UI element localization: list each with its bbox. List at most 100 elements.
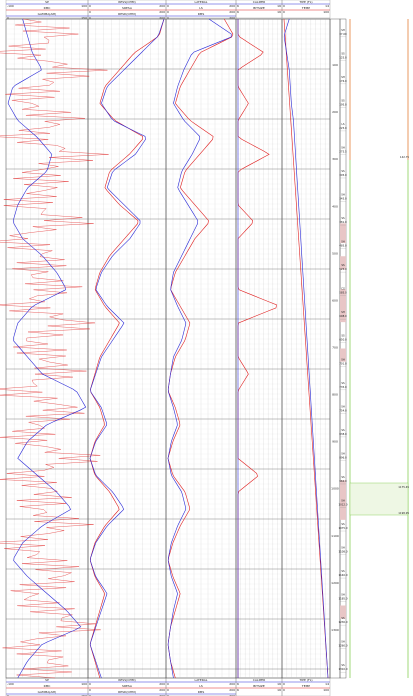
header-curve-right: 200 [229,10,235,14]
header-curve-left: 6 [237,682,239,686]
lith-label: SH [341,28,345,32]
depth-tick-label: 500 [332,251,338,255]
header-curve-right: 14 [325,4,329,8]
lith-label: SS [341,98,345,102]
lith-label: SS [341,616,345,620]
lith-label: SH [341,357,345,361]
header-curve-right: 16 [277,10,281,14]
header-curve-name: SP [45,0,49,4]
log-curves [0,18,329,679]
lith-label: SH [341,75,345,79]
zone-green-label: 1198.95 [398,511,409,515]
header-curve-left: -100 [7,4,14,8]
depth-tick-label: 100 [332,63,338,67]
lith-label: SS [341,428,345,432]
header-curve-right: 150 [81,16,87,20]
lith-depth-label: 701.0 [339,361,347,365]
depth-tick-label: 1300 [331,628,339,632]
header-curve-name: RESS(OHM) [118,678,135,682]
header-curve-name: LS [199,6,203,10]
lith-label: SH [341,310,345,314]
zone-green-label: 1175.45 [398,485,409,489]
header-curve-left: 0 [283,10,285,14]
curve-sp [7,18,87,679]
header-curve-name: TEMP [301,684,310,688]
header-curve-name: RMS [198,690,205,694]
lith-label: SS [341,51,345,55]
lith-label: SH [341,451,345,455]
lith-depth-label: 754.0 [339,408,347,412]
header-curve-name: GAMMA(API) [38,12,57,16]
lith-depth-label: 345.0 [339,197,347,201]
lith-depth-label: 585.0 [339,291,347,295]
lith-label: SS [341,475,345,479]
lith-depth-label: 485.0 [339,244,347,248]
header-curve-name: TEMP [301,6,310,10]
header-curve-name: BITSIZE [253,6,265,10]
header-curve-right: 150 [81,694,87,696]
header-curve-left: 0 [167,4,169,8]
header-curve-right: 200 [229,682,235,686]
lith-depth-label: 650.0 [339,338,347,342]
header-curve-left: 0 [283,4,285,8]
header-box [281,0,331,19]
curve-tipe-fl- [283,18,329,679]
header-curve-name: BITSIZE [253,684,265,688]
lith-label: SS [341,663,345,667]
lith-label: LS [341,122,344,126]
lith-depth-label: 962.0 [339,479,347,483]
lith-label: SH [341,593,345,597]
header-curve-left: 0 [89,10,91,14]
header-curve-left: 0 [89,694,91,696]
header-curve-left: 0 [7,16,9,20]
depth-tick-label: 1200 [331,581,339,585]
lith-fill [340,223,346,244]
header-curve-right: 200 [229,694,235,696]
curve-ress-ohm- [89,18,165,679]
header-curve-right: 16 [277,688,281,692]
header-curve-right: 100 [81,682,87,686]
depth-tick-label: 1100 [331,534,339,538]
header-curve-right: 200 [159,4,165,8]
lith-depth-label: 1230.0 [338,620,347,624]
lith-label: SS [341,381,345,385]
zone-strip: 142.75 1175.45 1198.95 [349,19,409,678]
lith-label: SS [341,569,345,573]
lith-label: SS [341,216,345,220]
depth-tick-label: 800 [332,393,338,397]
header-curve-name: RMS [198,12,205,16]
depth-tick-label: 900 [332,440,338,444]
lith-depth-label: 1260.0 [338,644,347,648]
lith-depth-label: 838.0 [339,432,347,436]
lith-depth-label: 37.00 [339,32,347,36]
header-curve-right: 200 [229,16,235,20]
depth-tick-label: 300 [332,157,338,161]
header-curve-left: 0 [89,16,91,20]
lith-depth-label: 1185.0 [338,597,347,601]
header-curve-name: SRESA [122,6,133,10]
lith-depth-label: 1310.0 [338,667,347,671]
header-curve-name: LS [199,684,203,688]
lith-fill [340,289,346,323]
lith-label: SS [341,263,345,267]
header-curve-left: 0 [167,10,169,14]
lith-label: CG [341,287,345,291]
header-curve-left: 0 [167,694,169,696]
lith-depth-label: 381.0 [339,220,347,224]
lith-label: SH [341,193,345,197]
header-curve-right: 16 [277,682,281,686]
header-curve-right: 100 [81,4,87,8]
lith-depth-label: 1108.0 [338,550,347,554]
header-curve-left: 6 [237,688,239,692]
header-curve-name: GAMMA(API) [38,690,57,694]
lith-depth-label: 735.0 [339,385,347,389]
header-curve-right: 100 [323,688,329,692]
header-curve-right: 200 [229,4,235,8]
track-grid [5,18,331,679]
lith-label: SH [341,240,345,244]
lith-label: SS [341,334,345,338]
header-curve-name: RESS(OHM) [118,0,135,4]
lith-depth-label: 608.0 [339,314,347,318]
header-curve-name: RESD(OHM) [118,690,136,694]
